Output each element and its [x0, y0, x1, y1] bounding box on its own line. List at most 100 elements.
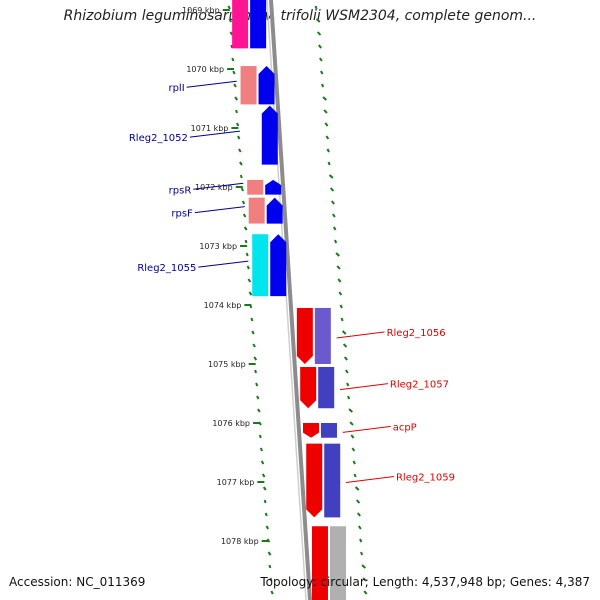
gc-dot-inner: [247, 278, 252, 283]
gc-dot-inner: [243, 226, 248, 231]
genome-stats-text: Topology: circular; Length: 4,537,948 bp…: [260, 575, 590, 589]
gc-dot-inner: [230, 44, 234, 49]
gc-dot-inner: [233, 83, 237, 88]
gc-dot-inner: [229, 31, 234, 36]
gene-label-left[interactable]: Rleg2_1052: [129, 133, 188, 144]
gc-dot-outer: [338, 291, 343, 296]
gene-block-right: [314, 307, 331, 364]
gc-dot-inner: [245, 252, 249, 257]
gene-arrow-right[interactable]: [306, 443, 323, 518]
gene-leader-line: [198, 260, 249, 268]
gene-block-left: [240, 66, 257, 105]
gc-dot-inner: [258, 434, 262, 439]
gc-dot-outer: [352, 460, 356, 465]
gc-dot-inner: [252, 343, 256, 348]
gc-dot-outer: [334, 239, 338, 244]
gene-arrow-left[interactable]: [265, 179, 282, 195]
gene-label-right[interactable]: Rleg2_1057: [390, 380, 449, 391]
gc-dot-outer: [354, 486, 360, 491]
gc-dot-inner: [250, 317, 254, 322]
gene-arrow-left[interactable]: [266, 197, 283, 224]
gc-dot-inner: [263, 499, 267, 504]
gc-dot-inner: [242, 213, 247, 218]
gc-dot-outer: [324, 122, 329, 127]
scale-tick-label: 1076 kbp: [212, 419, 250, 428]
gc-dot-outer: [339, 304, 343, 309]
gene-label-right[interactable]: Rleg2_1056: [387, 328, 446, 339]
gc-dot-inner: [240, 187, 244, 192]
gc-dot-inner: [244, 239, 248, 244]
gc-dot-inner: [236, 122, 240, 127]
scale-tick-label: 1077 kbp: [217, 478, 255, 487]
gc-dot-inner: [260, 460, 265, 465]
gene-label-left[interactable]: Rleg2_1055: [137, 263, 196, 274]
gc-dot-outer: [342, 343, 348, 348]
gc-dot-outer: [327, 161, 331, 166]
map-title: Rhizobium leguminosarum bv. trifolii WSM…: [63, 8, 537, 24]
gc-dot-outer: [323, 109, 328, 114]
gc-dot-outer: [337, 278, 342, 283]
gc-dot-inner: [241, 200, 246, 205]
gene-block-right: [320, 423, 337, 438]
scale-tick-label: 1075 kbp: [208, 360, 246, 369]
backbone-line: [269, 0, 312, 600]
gene-block-right: [311, 526, 328, 600]
gc-dot-outer: [361, 564, 366, 569]
scale-tick-label: 1071 kbp: [191, 124, 229, 133]
gc-dot-inner: [235, 109, 238, 114]
gc-dot-outer: [329, 187, 335, 192]
gene-label-right[interactable]: Rleg2_1059: [396, 473, 455, 484]
gene-block-left: [252, 234, 269, 297]
gene-labels: rplI Rleg2_1052 rpsR rpsF Rleg2_1055 Rleg2_10…: [129, 80, 455, 484]
gene-label-left[interactable]: rpsF: [171, 209, 193, 220]
gene-label-left[interactable]: rplI: [168, 83, 184, 94]
scale-tick-label: 1078 kbp: [221, 537, 259, 546]
gene-block-right: [324, 443, 341, 518]
gc-dot-outer: [355, 499, 361, 504]
gene-arrow-left[interactable]: [270, 234, 287, 297]
gene-leader-line: [345, 476, 395, 484]
gene-arrow-right[interactable]: [300, 366, 317, 409]
gc-dot-outer: [347, 395, 351, 400]
gc-dot-outer: [363, 590, 368, 595]
gc-dot-inner: [256, 395, 260, 400]
gc-dot-inner: [254, 369, 257, 374]
gene-leader-line: [342, 425, 391, 433]
gene-arrow-left[interactable]: [261, 105, 278, 165]
gene-features: [232, 0, 346, 600]
gc-dot-inner: [264, 512, 268, 517]
gc-dot-outer: [359, 538, 363, 543]
gc-dot-inner: [232, 70, 236, 75]
gc-dot-outer: [362, 577, 367, 582]
gene-block-right: [318, 366, 335, 409]
gc-dot-outer: [353, 473, 357, 478]
gc-dot-inner: [228, 18, 233, 23]
gc-dot-inner: [227, 5, 231, 10]
gc-dot-inner: [239, 161, 243, 166]
gc-dot-outer: [341, 330, 347, 335]
gene-arrow-right[interactable]: [296, 307, 313, 364]
gc-dot-outer: [330, 200, 335, 205]
gc-dot-inner: [237, 135, 241, 140]
gene-leader-line: [189, 130, 240, 138]
gc-dot-outer: [358, 525, 362, 530]
gc-dot-inner: [265, 525, 269, 530]
gene-leader-line: [339, 383, 388, 391]
gene-label-right[interactable]: acpP: [393, 422, 417, 433]
gc-dot-outer: [350, 434, 355, 439]
gc-dot-inner: [239, 174, 243, 179]
gc-dot-outer: [351, 447, 356, 452]
gc-dot-outer: [316, 31, 322, 36]
gc-dot-outer: [349, 421, 354, 426]
gene-label-left[interactable]: rpsR: [169, 185, 192, 196]
gc-dot-tracks: [227, 5, 368, 595]
gene-arrow-left[interactable]: [258, 66, 275, 105]
gc-dot-outer: [346, 382, 350, 387]
gene-arrow-right[interactable]: [302, 423, 319, 438]
gc-dot-outer: [343, 356, 348, 361]
gene-block-left: [247, 179, 264, 195]
gene-leader-line: [193, 182, 244, 190]
gc-dot-inner: [238, 148, 242, 153]
gc-dot-outer: [336, 265, 341, 270]
